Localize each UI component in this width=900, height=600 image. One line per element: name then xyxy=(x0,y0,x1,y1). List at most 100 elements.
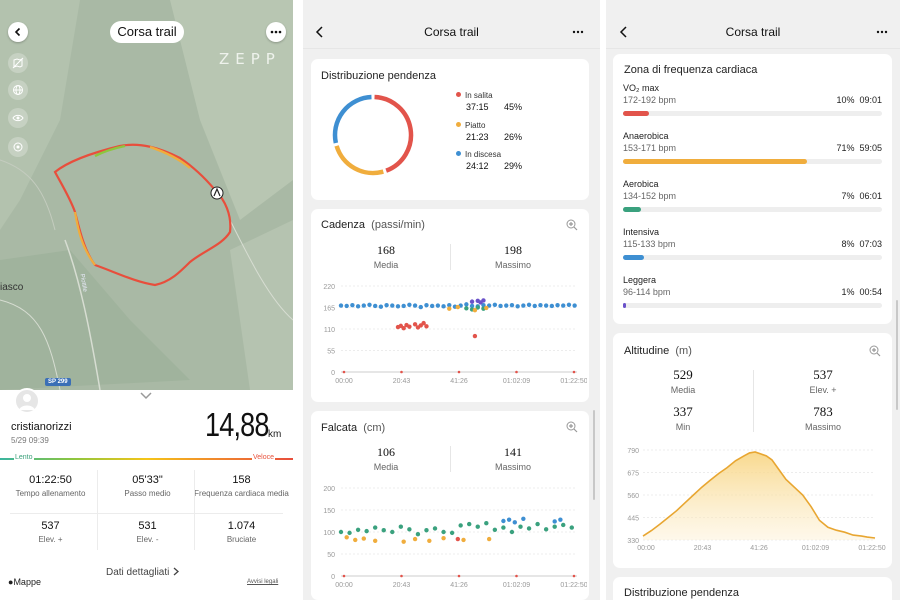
stat-value: 01:22:50 xyxy=(29,474,72,486)
y-tick-label: 0 xyxy=(331,370,335,377)
slope-card xyxy=(311,59,589,200)
avatar[interactable] xyxy=(14,388,40,414)
stat-label: Passo medio xyxy=(124,489,171,498)
zoom-in-icon[interactable] xyxy=(566,421,578,433)
data-point xyxy=(515,304,520,309)
altitude-area-chart: 330 445 560 675 790 00:00 20:43 41:26 01:02:09 01… xyxy=(627,448,885,552)
zoom-in-icon[interactable] xyxy=(566,219,578,231)
x-tick-label: 01:22:50 xyxy=(858,545,885,552)
metric-label: Massimo xyxy=(494,462,531,472)
data-point xyxy=(347,530,352,536)
data-point xyxy=(481,302,486,308)
data-point xyxy=(441,529,446,535)
donut-slice xyxy=(374,94,414,173)
metric-value: 106 xyxy=(377,445,395,459)
slope-legend-downhill: In discesa 24:12 29% xyxy=(456,150,522,171)
metric-label: Massimo xyxy=(494,260,531,270)
back-button[interactable] xyxy=(619,26,629,38)
stride-title: Falcata (cm) xyxy=(321,422,385,434)
data-point xyxy=(390,303,395,308)
data-point xyxy=(338,529,344,535)
data-point xyxy=(412,303,418,308)
zone-name: Anaerobica xyxy=(623,131,669,141)
data-point xyxy=(498,303,503,309)
slope-legend-uphill: In salita 37:15 45% xyxy=(456,91,522,112)
zone-values: 71% 59:05 xyxy=(826,143,882,153)
locate-button[interactable] xyxy=(8,137,28,157)
user-icon xyxy=(19,394,35,410)
stat-value: 531 xyxy=(138,520,157,532)
x-tick-label: 20:43 xyxy=(694,545,712,552)
zone-range: 115-133 bpm xyxy=(623,239,676,249)
x-tick-label: 00:00 xyxy=(637,545,655,552)
data-point xyxy=(526,302,532,307)
legend-time: 24:12 xyxy=(466,161,489,171)
stride-max: 141 Massimo xyxy=(478,445,548,472)
data-point xyxy=(458,523,463,528)
y-tick-label: 0 xyxy=(331,574,335,581)
altitude-area xyxy=(643,452,875,540)
data-point xyxy=(378,304,384,309)
data-point xyxy=(435,303,441,308)
more-button[interactable] xyxy=(266,22,286,42)
data-point xyxy=(484,305,489,311)
data-point xyxy=(424,324,429,329)
legend-pct: 45% xyxy=(504,102,523,112)
stat-avg-pace: 05'33" Passo medio xyxy=(99,474,196,499)
visibility-button[interactable] xyxy=(8,108,28,128)
user-name: cristianorizzi xyxy=(11,421,72,433)
data-point xyxy=(561,303,566,308)
slope-donut-chart xyxy=(332,94,414,176)
x-tick-mark xyxy=(515,370,518,374)
zone-intensive: Intensiva 115-133 bpm 8% 07:03 xyxy=(623,227,882,260)
x-tick-label: 00:00 xyxy=(335,378,353,385)
data-point xyxy=(344,303,349,309)
scrollbar[interactable] xyxy=(896,300,898,410)
data-point xyxy=(344,535,349,540)
legal-link[interactable]: Avvisi legali xyxy=(247,579,279,585)
chevron-down-icon[interactable] xyxy=(140,392,152,400)
more-dots-icon[interactable] xyxy=(572,30,584,34)
y-tick-label: 200 xyxy=(323,486,335,493)
zone-pct: 8% xyxy=(841,239,855,249)
data-point xyxy=(361,303,366,308)
activity-date: 5/29 09:39 xyxy=(11,436,49,445)
map-screen: Corsa trail ZEPP iasco Piottile SP 299 c… xyxy=(0,0,293,600)
data-point xyxy=(441,535,446,541)
data-point xyxy=(501,525,506,530)
x-tick-mark xyxy=(457,574,461,578)
data-point xyxy=(484,521,489,526)
data-point xyxy=(552,519,557,524)
data-point xyxy=(418,304,423,310)
zone-pct: 7% xyxy=(841,191,855,201)
globe-button[interactable] xyxy=(8,80,28,100)
metric-label: Massimo xyxy=(804,422,841,432)
map-layer-button[interactable] xyxy=(8,53,28,73)
cadence-unit: (passi/min) xyxy=(371,219,425,231)
summary-sheet xyxy=(0,390,293,600)
metric-value: 537 xyxy=(813,367,833,382)
data-point xyxy=(521,516,526,521)
data-point xyxy=(561,522,566,528)
back-button[interactable] xyxy=(315,26,325,38)
more-dots-icon[interactable] xyxy=(876,30,888,34)
data-point xyxy=(427,538,432,543)
back-button[interactable] xyxy=(8,22,28,42)
stat-training-time: 01:22:50 Tempo allenamento xyxy=(2,474,99,499)
zoom-in-icon[interactable] xyxy=(869,345,881,357)
x-tick-label: 01:22:50 xyxy=(560,582,587,589)
eye-icon xyxy=(12,114,24,122)
x-tick-mark xyxy=(457,370,461,374)
details-link[interactable]: Dati dettagliati xyxy=(106,567,180,578)
zone-fill xyxy=(623,111,649,116)
stat-calories: 1.074 Bruciate xyxy=(193,520,290,545)
scrollbar[interactable] xyxy=(593,410,595,500)
data-point xyxy=(355,304,361,309)
legend-dot xyxy=(456,92,461,97)
x-tick-label: 01:02:09 xyxy=(503,582,530,589)
data-point xyxy=(464,306,469,311)
stat-label: Elev. + xyxy=(38,535,63,544)
y-tick-label: 560 xyxy=(627,493,639,500)
data-point xyxy=(447,302,452,308)
stat-elev-loss: 531 Elev. - xyxy=(99,520,196,545)
